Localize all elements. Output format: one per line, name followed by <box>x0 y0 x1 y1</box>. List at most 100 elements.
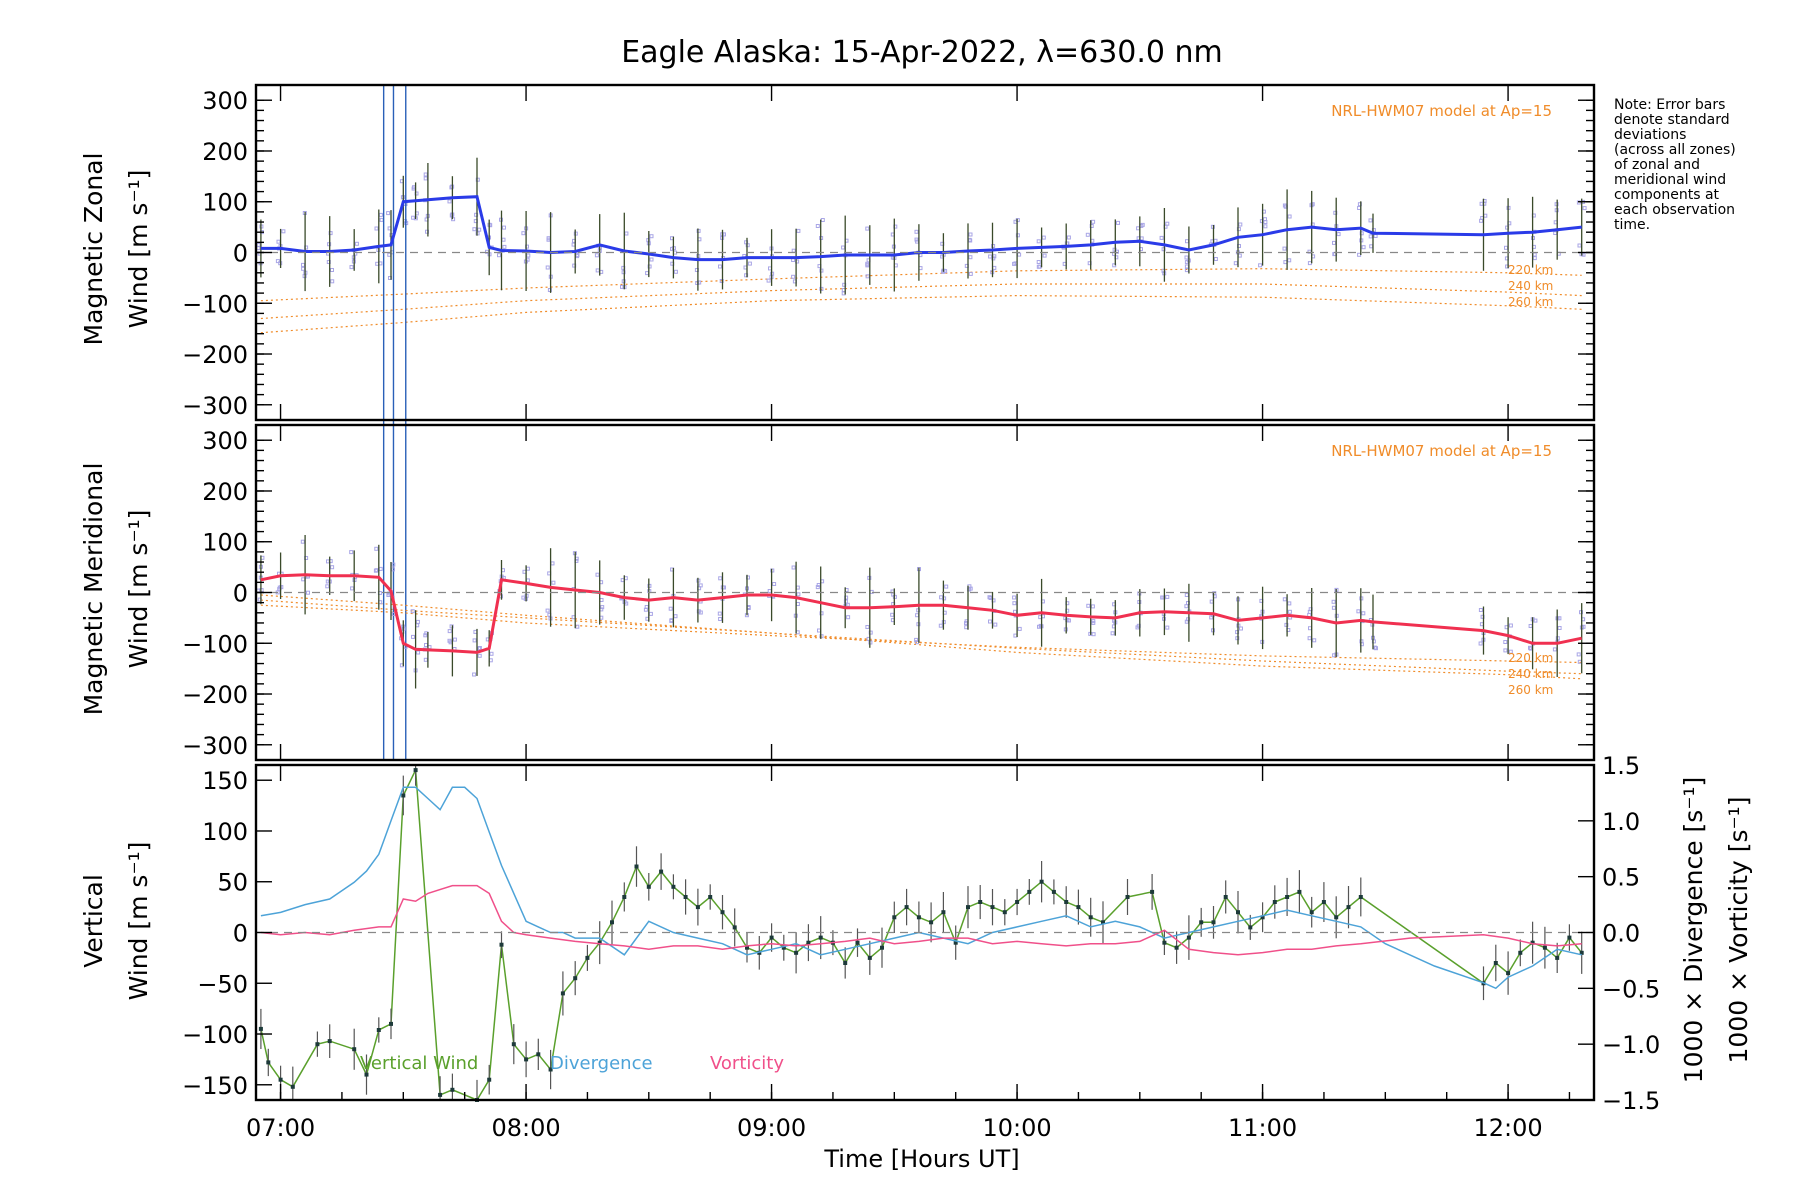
merid-sample-point <box>415 619 420 624</box>
zonal-sample-point <box>301 266 306 271</box>
zonal-sample-point <box>1036 260 1041 264</box>
note-line: of zonal and <box>1614 157 1700 173</box>
zonal-sample-point <box>1015 233 1020 238</box>
legend-vertical-wind: Vertical Wind <box>360 1053 478 1074</box>
merid-sample-point <box>424 643 428 647</box>
vertical-wind-point <box>1064 900 1069 904</box>
vertical-wind-point <box>990 905 995 910</box>
vertical-wind-point <box>1530 940 1535 945</box>
zonal-sample-point <box>1307 249 1312 254</box>
merid-sample-point <box>795 585 800 590</box>
zonal-sample-point <box>423 176 428 181</box>
zonal-sample-point <box>497 253 501 258</box>
zonal-sample-point <box>1036 264 1041 269</box>
vertical-wind-point <box>732 925 737 930</box>
merid-sample-point <box>770 568 775 573</box>
merid-sample-point <box>545 608 550 613</box>
merid-sample-point <box>964 625 969 630</box>
zonal-sample-point <box>820 218 825 222</box>
merid-sample-point <box>1503 640 1508 644</box>
vertical-wind-point <box>1186 935 1191 940</box>
meridional-sample-points <box>256 539 1586 677</box>
zonal-sample-point <box>865 263 870 268</box>
note-line: denote standard <box>1614 112 1730 128</box>
zonal-sample-point <box>1263 224 1268 229</box>
zonal-sample-point <box>502 244 507 249</box>
merid-sample-point <box>718 576 723 581</box>
x-tick-label: 07:00 <box>246 1114 315 1142</box>
vertical-wind-point <box>904 905 909 910</box>
zonal-sample-point <box>378 212 383 217</box>
vertical-wind-point <box>1518 950 1523 955</box>
vertical-wind-line <box>260 767 1583 1101</box>
vertical-wind-point <box>536 1052 541 1057</box>
merid-ytick-label: 200 <box>202 478 248 506</box>
vertical-ytick-label-left: 100 <box>202 818 248 846</box>
zonal-sample-point <box>621 270 626 275</box>
vertical-wind-point <box>867 955 872 960</box>
merid-sample-point <box>477 646 482 650</box>
merid-sample-point <box>551 580 556 585</box>
vertical-ytick-label-right: 0.5 <box>1602 864 1640 892</box>
zonal-sample-point <box>1582 206 1587 211</box>
merid-sample-point <box>1528 624 1533 628</box>
merid-sample-point <box>1209 599 1214 604</box>
merid-sample-point <box>1090 604 1095 609</box>
merid-sample-point <box>410 609 415 614</box>
zonal-sample-point <box>914 229 919 234</box>
note-line: (across all zones) <box>1614 142 1736 158</box>
zonal-sample-point <box>968 271 973 276</box>
merid-sample-point <box>718 617 723 621</box>
zonal-sample-point <box>472 227 477 232</box>
merid-sample-point <box>1086 603 1091 608</box>
chart-title: Eagle Alaska: 15-Apr-2022, λ=630.0 nm <box>621 35 1223 70</box>
zonal-sample-point <box>1116 220 1120 225</box>
zonal-sample-point <box>1577 243 1582 248</box>
merid-ytick-label: 0 <box>233 580 248 608</box>
merid-sample-point <box>489 651 494 656</box>
zonal-sample-point <box>796 228 801 233</box>
vertical-wind-point <box>843 961 848 965</box>
merid-sample-point <box>1576 652 1581 657</box>
zonal-sample-point <box>1213 238 1218 243</box>
vertical-wind-point <box>880 945 884 950</box>
zonal-sample-point <box>1282 203 1287 208</box>
merid-sample-point <box>325 584 330 589</box>
zonal-sample-point <box>865 274 870 279</box>
merid-sample-point <box>374 568 379 573</box>
zonal-sample-point <box>719 279 724 283</box>
zonal-sample-point <box>647 264 652 269</box>
zonal-sample-point <box>485 249 489 254</box>
vertical-wind-point <box>634 864 639 869</box>
merid-sample-point <box>374 546 379 551</box>
merid-sample-point <box>669 618 674 623</box>
vertical-wind-point <box>450 1087 455 1092</box>
merid-sample-point <box>644 605 649 609</box>
merid-ytick-label: −200 <box>182 681 248 709</box>
zonal-wind-line <box>260 195 1582 262</box>
merid-sample-point <box>1312 638 1317 643</box>
merid-sample-point <box>1235 636 1240 641</box>
zonal-sample-point <box>649 257 654 262</box>
zonal-sample-point <box>766 278 771 283</box>
meridional-alt-label-220: 220 km <box>1508 651 1553 665</box>
merid-sample-point <box>939 595 944 600</box>
zonal-sample-point <box>1139 236 1144 241</box>
merid-sample-point <box>301 577 306 582</box>
legend-vorticity: Vorticity <box>710 1053 784 1074</box>
x-tick-label: 09:00 <box>737 1114 806 1142</box>
vertical-wind-point <box>781 945 786 950</box>
vertical-wind-point <box>1346 905 1351 910</box>
zonal-sample-point <box>475 177 480 182</box>
zonal-sample-point <box>696 228 701 233</box>
merid-sample-point <box>1110 631 1115 636</box>
zonal-sample-point <box>718 264 722 269</box>
meridional-wind-panel: 300 200 100 0 −100 −200 −300 NRL-HWM07 model a… <box>79 423 1596 762</box>
merid-sample-point <box>938 623 943 628</box>
zonal-sample-point <box>1041 235 1046 240</box>
vertical-wind-point <box>1285 895 1290 899</box>
note-line: components at <box>1614 187 1720 203</box>
vertical-wind-point <box>597 940 602 945</box>
vertical-wind-point <box>1567 935 1572 940</box>
